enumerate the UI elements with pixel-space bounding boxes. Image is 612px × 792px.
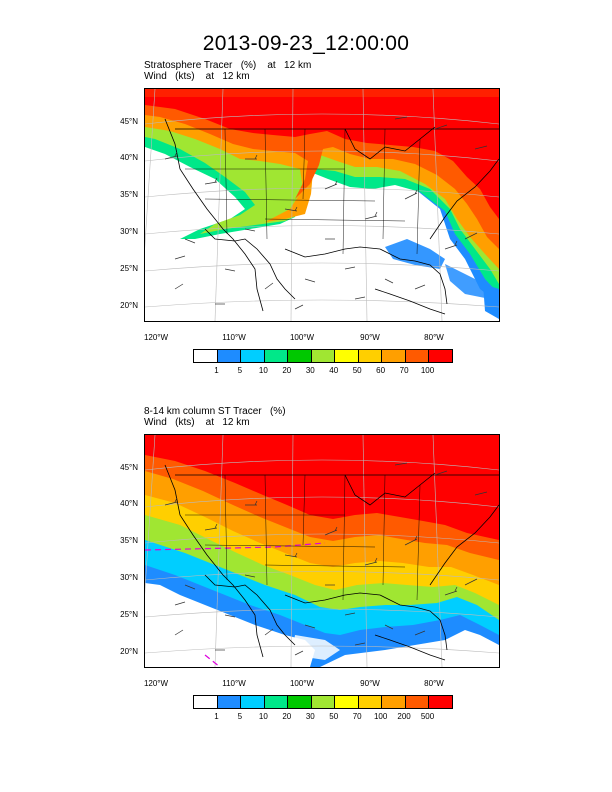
main-title: 2013-09-23_12:00:00 (202, 32, 410, 55)
colorbar-label: 20 (282, 366, 292, 375)
panel-1-lat-label: 20°N (120, 301, 138, 310)
colorbar-swatch (429, 350, 453, 362)
colorbar-swatch (382, 696, 406, 708)
panel-2-lat-label: 35°N (120, 536, 138, 545)
panel-1-subtitle-1: Stratosphere Tracer (%) at 12 km (144, 60, 312, 71)
panel-2-subtitle-1: 8-14 km column ST Tracer (%) (144, 406, 286, 417)
colorbar-label: 30 (305, 712, 315, 721)
panel-2-lat-label: 20°N (120, 647, 138, 656)
panel-1-lon-label: 90°W (360, 333, 380, 342)
colorbar-label: 500 (420, 712, 435, 721)
colorbar-swatch (288, 350, 312, 362)
colorbar-label: 60 (376, 366, 386, 375)
colorbar-label: 20 (282, 712, 292, 721)
panel-1-colorbar (193, 349, 453, 363)
panel-1-lat-label: 30°N (120, 227, 138, 236)
colorbar-swatch (358, 350, 383, 362)
colorbar-label: 1 (214, 712, 219, 721)
colorbar-swatch (241, 350, 265, 362)
colorbar-label: 70 (352, 712, 362, 721)
colorbar-label: 50 (329, 712, 339, 721)
colorbar-label: 70 (399, 366, 409, 375)
panel-1-lon-label: 110°W (222, 333, 246, 342)
colorbar-label: 40 (329, 366, 339, 375)
colorbar-swatch (194, 696, 218, 708)
colorbar-swatch (311, 350, 336, 362)
colorbar-swatch (194, 350, 218, 362)
colorbar-swatch (429, 696, 453, 708)
panel-2-colorbar (193, 695, 453, 709)
panel-2-lat-label: 25°N (120, 610, 138, 619)
colorbar-swatch (241, 696, 265, 708)
panel-1-lat-label: 40°N (120, 153, 138, 162)
colorbar-swatch (217, 350, 242, 362)
panel-2-lat-label: 40°N (120, 499, 138, 508)
colorbar-label: 10 (258, 366, 268, 375)
colorbar-swatch (264, 696, 289, 708)
panel-1-lon-label: 80°W (424, 333, 444, 342)
panel-1-lon-label: 120°W (143, 333, 169, 342)
colorbar-label: 50 (352, 366, 362, 375)
colorbar-label: 30 (305, 366, 315, 375)
colorbar-swatch (358, 696, 383, 708)
panel-2-lat-label: 30°N (120, 573, 138, 582)
panel-2-lon-label: 110°W (222, 679, 246, 688)
panel-2-lon-label: 100°W (289, 679, 315, 688)
colorbar-label: 200 (397, 712, 411, 721)
colorbar-label: 1 (214, 366, 219, 375)
panel-1-map (144, 88, 500, 322)
colorbar-swatch (264, 350, 289, 362)
panel-1-lat-label: 35°N (120, 190, 138, 199)
colorbar-swatch (217, 696, 242, 708)
colorbar-label: 100 (373, 712, 388, 721)
panel-1-lat-label: 25°N (120, 264, 138, 273)
colorbar-label: 5 (237, 366, 243, 375)
panel-2-lon-label: 90°W (360, 679, 380, 688)
colorbar-label: 100 (420, 366, 435, 375)
panel-2-lon-label: 120°W (143, 679, 169, 688)
panel-2-lon-label: 80°W (424, 679, 444, 688)
panel-1-lat-label: 45°N (120, 117, 138, 126)
panel-1-subtitle-2: Wind (kts) at 12 km (144, 71, 250, 82)
colorbar-swatch (335, 696, 359, 708)
colorbar-label: 10 (258, 712, 268, 721)
colorbar-swatch (335, 350, 359, 362)
panel-2-lat-label: 45°N (120, 463, 138, 472)
panel-2-subtitle-2: Wind (kts) at 12 km (144, 417, 250, 428)
colorbar-swatch (382, 350, 406, 362)
colorbar-swatch (405, 696, 430, 708)
panel-1-lon-label: 100°W (289, 333, 315, 342)
colorbar-label: 5 (237, 712, 243, 721)
panel-2-map (144, 434, 500, 668)
colorbar-swatch (405, 350, 430, 362)
colorbar-swatch (311, 696, 336, 708)
colorbar-swatch (288, 696, 312, 708)
